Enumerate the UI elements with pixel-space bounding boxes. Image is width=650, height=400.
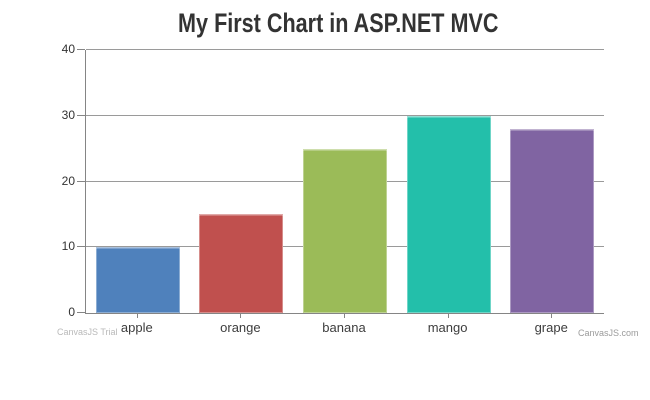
plot-area: [85, 49, 604, 314]
x-tick-mark-banana: [344, 314, 345, 318]
category-label-apple: apple: [120, 320, 153, 335]
bar-banana[interactable]: [303, 149, 387, 313]
x-tick-mark-mango: [447, 314, 449, 318]
bar-orange[interactable]: [199, 214, 284, 313]
chart-title-wrap: My First Chart in ASP.NET MVC: [98, 8, 578, 39]
x-tick-mark-apple: [136, 314, 138, 318]
y-tick-mark-10: [77, 246, 85, 248]
category-label-banana: banana: [322, 320, 366, 335]
category-label-orange: orange: [220, 320, 261, 335]
y-tick-label-30: 30: [61, 107, 75, 122]
y-tick-label-0: 0: [68, 305, 75, 319]
y-tick-label-10: 10: [61, 239, 75, 254]
x-tick-mark-grape: [551, 314, 553, 318]
category-label-grape: grape: [534, 320, 568, 335]
bar-apple[interactable]: [95, 247, 180, 313]
category-label-mango: mango: [427, 320, 468, 335]
chart-title: My First Chart in ASP.NET MVC: [177, 8, 499, 38]
bar-mango[interactable]: [406, 116, 491, 313]
gridline-y-40: [86, 49, 604, 50]
gridline-y-30: [86, 114, 604, 116]
trial-watermark: CanvasJS Trial: [57, 327, 118, 337]
canvasjs-credit-link[interactable]: CanvasJS.com: [578, 328, 639, 338]
x-tick-mark-orange: [240, 314, 242, 318]
bar-grape[interactable]: [510, 129, 595, 313]
y-tick-mark-20: [77, 180, 85, 182]
y-tick-label-20: 20: [61, 173, 75, 188]
y-tick-label-40: 40: [61, 42, 75, 56]
y-tick-mark-30: [77, 114, 85, 116]
y-tick-mark-40: [77, 49, 85, 50]
y-tick-mark-0: [77, 312, 85, 313]
